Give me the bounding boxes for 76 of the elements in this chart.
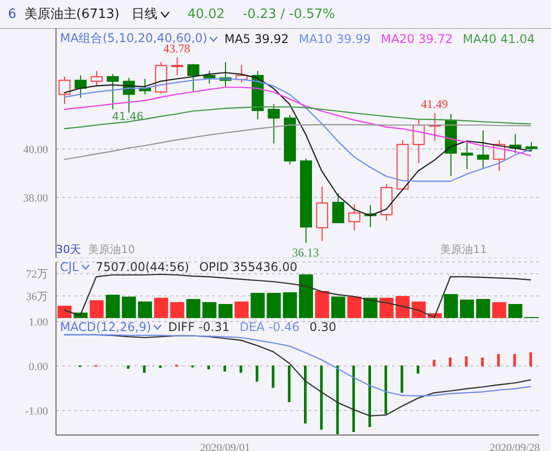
candlestick bbox=[332, 193, 344, 224]
series-label: DEA -0.46 bbox=[240, 320, 300, 334]
text: MA40 41.04 bbox=[462, 32, 535, 46]
annotation: 美原油10 bbox=[88, 242, 135, 257]
series-label: OPID 355436.00 bbox=[199, 260, 298, 274]
bar bbox=[396, 296, 410, 318]
candlestick bbox=[58, 76, 70, 105]
bar bbox=[234, 302, 249, 318]
text: MA10 39.99 bbox=[298, 32, 371, 46]
bar bbox=[58, 306, 72, 318]
candlestick bbox=[268, 104, 280, 144]
candlestick bbox=[187, 63, 200, 92]
candlestick bbox=[348, 204, 360, 231]
annotation: 36.13 bbox=[292, 245, 320, 260]
bar bbox=[331, 296, 346, 318]
bar bbox=[347, 296, 362, 318]
text: -0.23 / -0.57% bbox=[242, 6, 336, 22]
bar bbox=[250, 292, 265, 318]
line-series bbox=[63, 334, 532, 396]
bar bbox=[266, 292, 281, 318]
bar bbox=[299, 274, 313, 318]
legend-title: MA组合(5,10,20,40,60,0) bbox=[60, 30, 208, 45]
bar bbox=[218, 304, 232, 318]
series-label: DIFF -0.31 bbox=[168, 320, 230, 334]
y-tick-label: 38.00 bbox=[23, 192, 48, 204]
bar bbox=[186, 299, 200, 318]
annotation: 41.49 bbox=[420, 96, 448, 111]
text: MA5 39.92 bbox=[224, 32, 289, 46]
y-tick-label: 0.00 bbox=[28, 360, 48, 373]
bar bbox=[90, 300, 104, 318]
annotation: 7507.00(44:56) bbox=[96, 260, 190, 274]
chart-title: 美原油主(6713) bbox=[24, 6, 120, 23]
candlestick bbox=[412, 120, 425, 164]
chart-subtitle: 日线 bbox=[132, 6, 158, 23]
candlestick bbox=[525, 142, 538, 152]
bar bbox=[154, 298, 168, 318]
bar bbox=[282, 292, 297, 318]
bar bbox=[315, 291, 330, 318]
text: 40.02 bbox=[188, 6, 225, 22]
line-series bbox=[63, 124, 532, 160]
y-tick-label: 1.00 bbox=[28, 316, 48, 328]
line-series bbox=[63, 274, 532, 318]
y-tick-label: -1.00 bbox=[25, 405, 48, 418]
candlestick bbox=[106, 74, 119, 110]
text: 6 bbox=[8, 6, 16, 22]
candlestick bbox=[171, 57, 184, 76]
bar bbox=[170, 302, 184, 318]
bar bbox=[202, 302, 216, 318]
x-tick-label: 2020/09/28 bbox=[490, 442, 540, 451]
bar bbox=[460, 300, 474, 318]
candlestick bbox=[74, 74, 87, 98]
bar bbox=[122, 296, 136, 318]
bar bbox=[508, 304, 522, 318]
candlestick bbox=[461, 142, 473, 170]
y-tick-label: 36万 bbox=[26, 290, 48, 303]
bar bbox=[363, 298, 378, 318]
bar bbox=[492, 302, 506, 318]
candlestick bbox=[90, 70, 103, 88]
annotation: 30天 bbox=[56, 242, 81, 257]
x-tick-label: 2020/09/01 bbox=[200, 442, 250, 451]
annotation: 41.46 bbox=[112, 110, 144, 123]
bar bbox=[138, 302, 152, 318]
bar bbox=[476, 299, 490, 318]
text: MA20 39.72 bbox=[380, 32, 453, 46]
bar bbox=[106, 294, 120, 318]
candlestick bbox=[203, 70, 216, 84]
annotation: 美原油11 bbox=[440, 242, 487, 257]
candlestick bbox=[477, 130, 490, 168]
bar bbox=[380, 298, 394, 318]
legend-title: MACD(12,26,9) bbox=[60, 320, 152, 334]
bar bbox=[444, 294, 458, 318]
legend-title: CJL bbox=[60, 260, 79, 274]
y-tick-label: 72万 bbox=[26, 268, 48, 281]
bar bbox=[412, 302, 426, 318]
y-tick-label: 40.00 bbox=[23, 144, 48, 156]
annotation: 0.30 bbox=[310, 320, 336, 334]
